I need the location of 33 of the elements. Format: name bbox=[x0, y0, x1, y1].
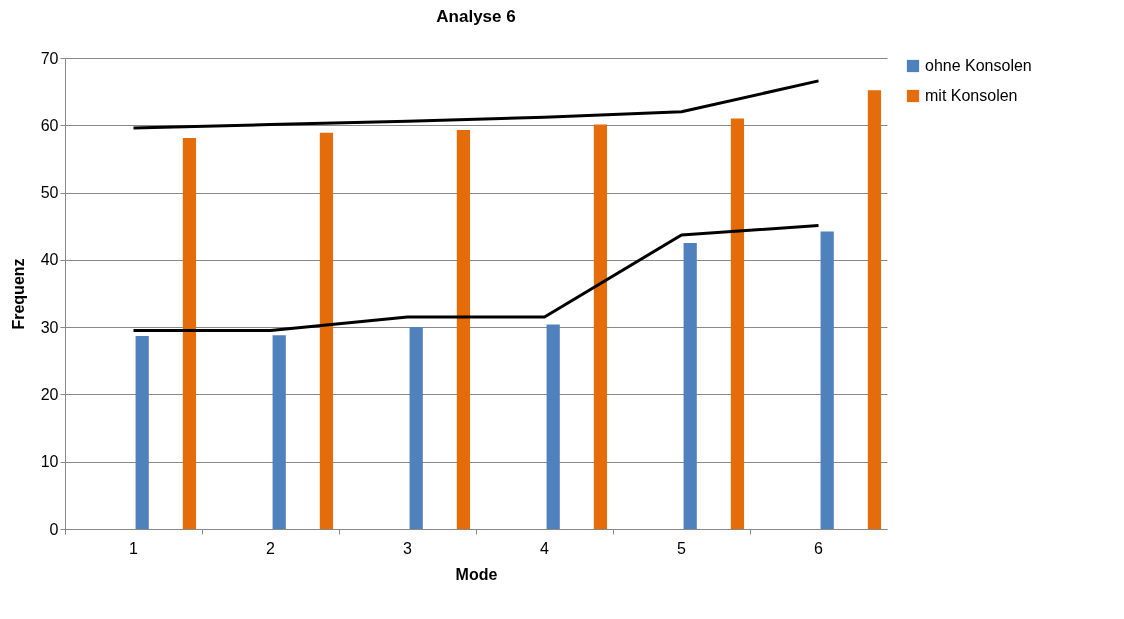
x-tick-label: 1 bbox=[129, 539, 139, 557]
x-tick-label: 5 bbox=[677, 539, 687, 557]
x-tick-label: 3 bbox=[403, 539, 413, 557]
bar bbox=[272, 335, 286, 529]
bar bbox=[593, 124, 608, 529]
bar bbox=[456, 130, 471, 529]
legend-label: mit Konsolen bbox=[925, 87, 1018, 104]
legend-label: ohne Konsolen bbox=[925, 57, 1032, 74]
bar bbox=[182, 138, 197, 529]
bar bbox=[867, 90, 882, 529]
bar bbox=[135, 335, 149, 529]
bar bbox=[319, 132, 334, 529]
bar bbox=[683, 243, 697, 529]
x-tick-label: 6 bbox=[814, 539, 824, 557]
bar bbox=[730, 118, 745, 529]
x-tick-label: 2 bbox=[266, 539, 276, 557]
line-series bbox=[132, 224, 820, 333]
x-tick-label: 4 bbox=[540, 539, 550, 557]
y-tick-label: 40 bbox=[40, 251, 59, 269]
y-tick-label: 0 bbox=[49, 520, 59, 538]
bar bbox=[409, 327, 423, 529]
bar bbox=[546, 324, 560, 529]
line-series bbox=[132, 79, 820, 130]
y-tick-label: 50 bbox=[40, 184, 59, 202]
x-axis-title: Mode bbox=[455, 565, 498, 583]
y-tick-label: 60 bbox=[40, 116, 59, 134]
y-axis-title: Frequenz bbox=[9, 258, 27, 330]
y-tick-label: 20 bbox=[40, 385, 59, 403]
y-tick-label: 30 bbox=[40, 318, 59, 336]
y-tick-label: 10 bbox=[40, 453, 59, 471]
chart-title: Analyse 6 bbox=[436, 7, 516, 26]
y-tick-label: 70 bbox=[40, 49, 59, 67]
bar bbox=[820, 231, 834, 529]
